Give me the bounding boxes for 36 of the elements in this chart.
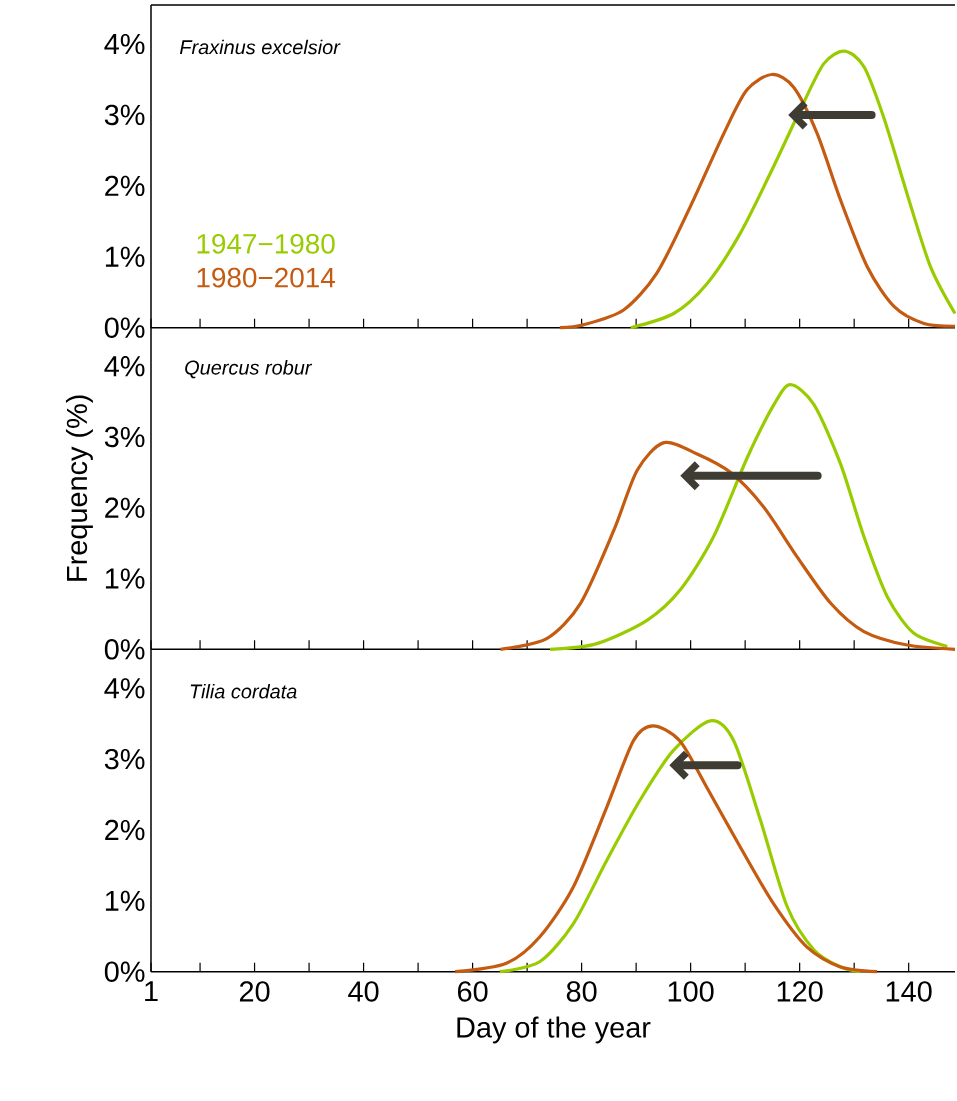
y-tick-label: 3% xyxy=(105,426,145,448)
y-tick-label: 1% xyxy=(106,568,145,589)
text: Quercus robur xyxy=(185,360,313,379)
y-tick-label: 0% xyxy=(105,317,145,338)
x-tick-label: 80 xyxy=(567,981,597,1002)
y-tick-label: 3% xyxy=(105,104,145,126)
y-axis-title: Frequency (%) xyxy=(66,395,94,581)
text: Fraxinus excelsior xyxy=(180,39,341,55)
y-tick-label: 2% xyxy=(105,497,145,518)
y-tick-label: 4% xyxy=(104,678,145,699)
line-series xyxy=(629,49,957,330)
y-tick-label: 2% xyxy=(105,819,145,841)
text: 1980−2014 xyxy=(197,267,336,288)
x-tick-label: 20 xyxy=(240,981,270,1002)
y-tick-label: 3% xyxy=(105,748,145,770)
line-series xyxy=(548,383,950,651)
y-tick-label: 0% xyxy=(105,639,145,660)
line-series xyxy=(558,72,957,330)
x-tick-label: 1 xyxy=(145,981,158,1002)
line-series xyxy=(498,719,862,974)
y-tick-label: 4% xyxy=(104,33,145,55)
y-tick-label: 1% xyxy=(106,890,145,911)
x-axis-title: Day of the year xyxy=(457,1016,651,1044)
x-tick-label: 140 xyxy=(886,981,932,1002)
x-tick-label: 60 xyxy=(458,981,488,1002)
x-tick-label: 100 xyxy=(668,981,714,1002)
y-tick-label: 4% xyxy=(104,356,145,377)
y-tick-label: 0% xyxy=(105,961,145,982)
y-tick-label: 2% xyxy=(105,175,145,197)
x-tick-label: 40 xyxy=(348,981,379,1002)
line-series xyxy=(499,440,957,651)
x-tick-label: 120 xyxy=(777,981,823,1002)
line-series xyxy=(453,724,879,974)
text: 1947−1980 xyxy=(197,233,335,254)
text: Tilia cordata xyxy=(190,683,297,699)
y-tick-label: 1% xyxy=(106,246,145,267)
